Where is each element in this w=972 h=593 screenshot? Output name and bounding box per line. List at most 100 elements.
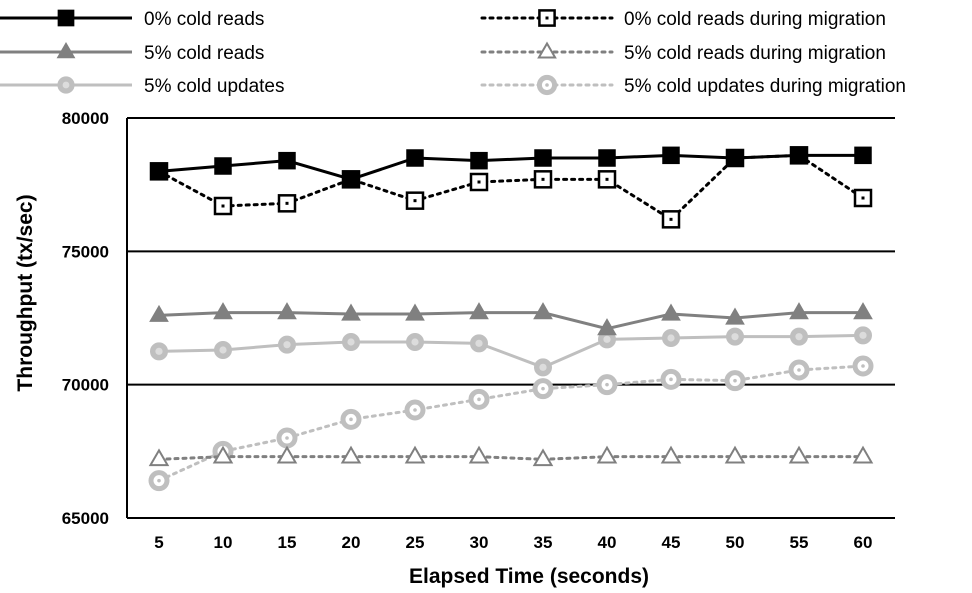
data-point [598,149,616,167]
data-point [725,307,745,325]
legend-entry: 5% cold updates during migration [480,74,906,97]
data-point [404,445,426,464]
data-point [342,170,360,189]
data-point [662,146,680,165]
series-line [157,455,865,461]
marker-inner-dot [347,338,355,346]
x-tick-label: 15 [278,533,297,552]
legend-entry: 5% cold updates [0,76,285,97]
marker-center-dot [157,478,161,483]
series-line [158,153,863,181]
data-point [214,157,232,175]
data-point [724,445,746,464]
marker-inner-dot [859,331,867,339]
marker-center-dot [545,16,549,20]
legend-label: 5% cold updates [144,76,285,97]
series-line [157,153,865,222]
marker-center-dot [669,217,673,221]
data-point [660,445,682,464]
x-tick-label: 45 [662,533,681,552]
legend-entry: 5% cold reads during migration [480,41,886,64]
legend-swatch-marker [57,9,75,27]
marker-center-dot [797,368,801,372]
marker-center-dot [541,386,545,391]
x-axis-title: Elapsed Time (seconds) [409,565,649,588]
data-point [597,318,617,336]
x-tick-label: 60 [854,533,873,552]
data-point [278,151,296,170]
x-tick-label: 20 [342,533,361,552]
marker-center-dot [477,180,481,184]
x-tick-label: 5 [154,533,163,552]
data-point [788,445,810,464]
x-tick-label: 50 [726,533,745,552]
marker-inner-dot [667,334,675,342]
data-point [854,146,872,165]
series-2 [149,302,873,336]
data-point [468,445,490,464]
marker-center-dot [413,199,417,203]
data-point [212,445,234,464]
marker-center-dot [285,201,289,205]
marker-center-dot [669,377,673,382]
data-point [532,448,554,467]
y-tick-label: 70000 [62,376,109,395]
legend-label: 5% cold reads [144,43,264,64]
marker-inner-dot [62,81,70,89]
data-point [341,303,361,321]
data-point [470,151,488,170]
legend-label: 5% cold reads during migration [624,43,886,64]
marker-center-dot [861,196,865,200]
data-point [853,302,873,320]
data-point [340,445,362,464]
marker-center-dot [545,83,549,87]
x-tick-label: 35 [534,533,553,552]
data-point [789,302,809,320]
legend-entry: 0% cold reads [0,9,264,30]
legend-label: 0% cold reads during migration [624,9,886,30]
series-0 [150,146,872,189]
marker-inner-dot [283,341,291,349]
data-point [406,149,424,167]
series-5 [148,355,874,492]
series-group [148,146,874,492]
series-3 [148,445,874,467]
series-line [158,333,864,369]
marker-center-dot [861,364,865,368]
marker-center-dot [605,382,609,387]
legend-swatch-marker [537,41,557,59]
data-point [276,445,298,464]
marker-center-dot [285,436,289,440]
marker-inner-dot [539,363,547,371]
marker-inner-dot [795,333,803,341]
marker-inner-dot [155,347,163,355]
data-point [149,304,169,322]
data-point [213,302,233,320]
data-point [726,149,744,167]
tick-labels: 65000 70000 75000 80000 5 10 15 20 25 30 35 40 45 50 5… [62,109,873,552]
x-tick-label: 40 [598,533,617,552]
data-point [148,448,170,467]
marker-inner-dot [603,335,611,343]
x-tick-label: 55 [790,533,809,552]
data-point [661,303,681,321]
series-line [158,311,863,331]
legend-swatch-marker [56,41,76,59]
marker-inner-dot [475,339,483,347]
gridlines [127,117,895,386]
x-tick-label: 25 [406,533,425,552]
legend-label: 5% cold updates during migration [624,76,906,97]
legend-label: 0% cold reads [144,9,264,30]
axes [126,118,895,519]
y-tick-label: 80000 [62,109,109,128]
y-tick-label: 75000 [62,242,109,261]
x-tick-label: 30 [470,533,489,552]
y-tick-label: 65000 [62,509,109,528]
legend-entry: 0% cold reads during migration [480,9,886,30]
data-point [405,303,425,321]
data-point [469,302,489,320]
marker-center-dot [477,397,481,402]
marker-center-dot [413,408,417,412]
marker-center-dot [221,204,225,208]
marker-inner-dot [731,333,739,341]
